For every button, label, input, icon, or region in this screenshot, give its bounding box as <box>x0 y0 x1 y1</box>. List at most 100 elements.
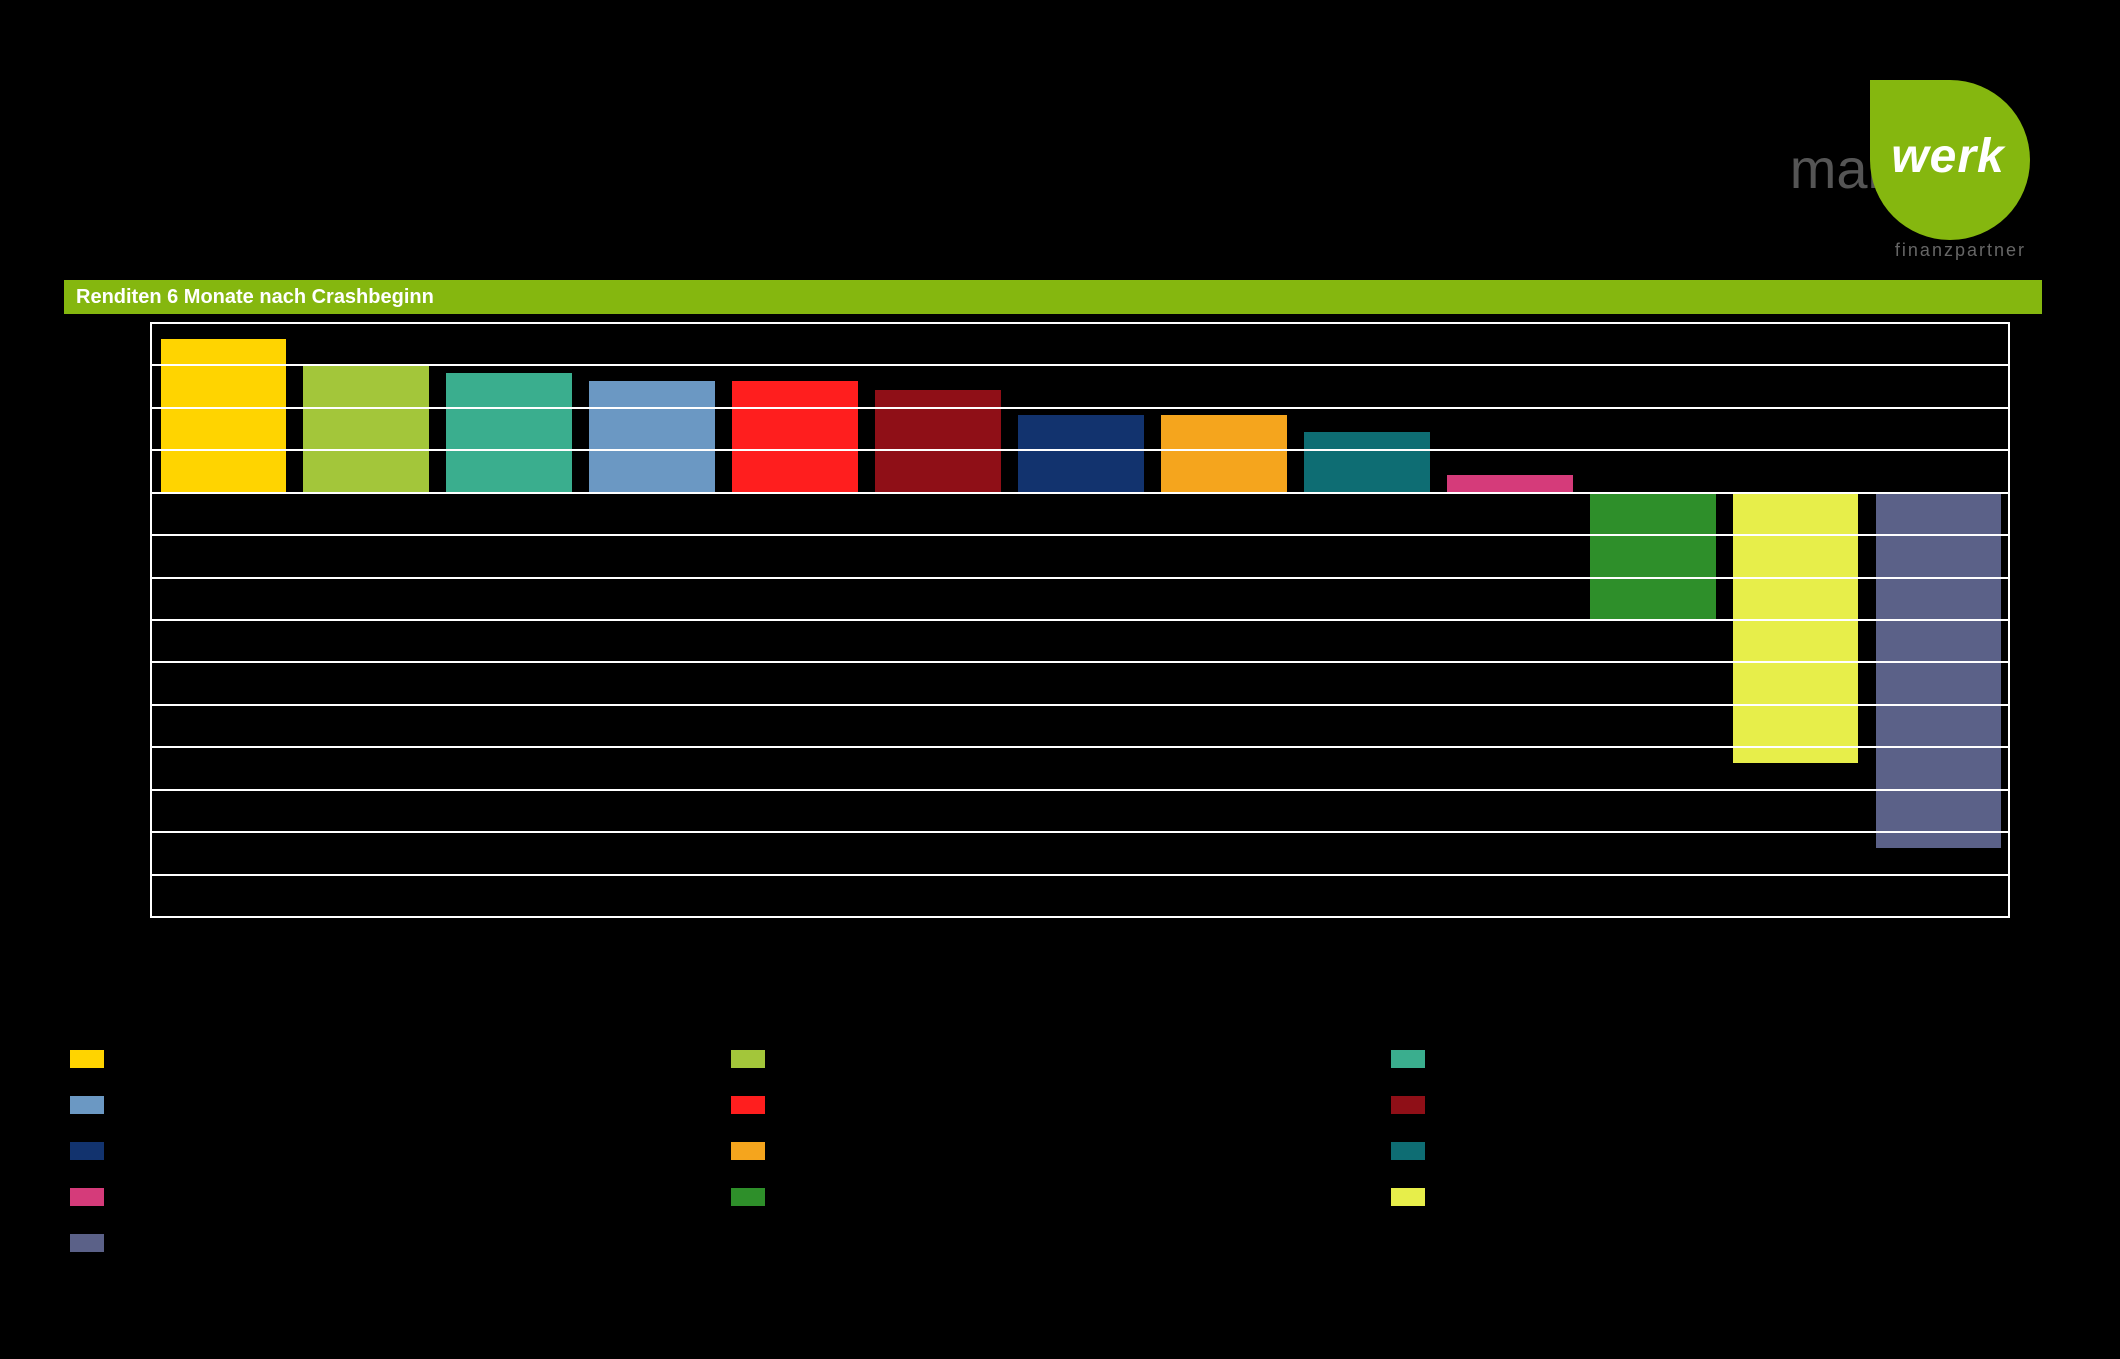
legend-item: Eisenhower Rezession <box>70 1090 715 1120</box>
bar <box>1018 415 1144 491</box>
bar-value-label: 15% <box>352 345 380 361</box>
bar-value-label: 12% <box>924 371 952 387</box>
gridline <box>152 322 2010 324</box>
y-tick-label: -50% <box>105 907 142 925</box>
gridline <box>152 704 2010 706</box>
legend-swatch <box>1391 1096 1425 1114</box>
bar-value-label: 9% <box>1071 396 1091 412</box>
gridline <box>152 449 2010 451</box>
legend-item: Rezession 1957 <box>70 1182 715 1212</box>
gridline <box>152 789 2010 791</box>
legend-label: Zinsschock 1966 <box>775 1142 895 1160</box>
logo-subtitle: finanzpartner <box>1895 240 2026 261</box>
bar-value-label: 2% <box>1500 456 1520 472</box>
gridline <box>152 831 2010 833</box>
bar <box>589 381 715 491</box>
y-tick-label: -25% <box>105 695 142 713</box>
gridline <box>152 534 2010 536</box>
legend-label: Black Monday 1987 <box>775 1050 916 1068</box>
legend-item: Black Monday 1987 <box>731 1044 1376 1074</box>
bar <box>1733 492 1859 764</box>
y-tick-label: -30% <box>105 737 142 755</box>
legend-swatch <box>70 1096 104 1114</box>
bar-value-label: -42% <box>1922 851 1955 867</box>
plot-area: 18%15%14%13%13%12%9%9%7%2%-15%-32%-42% 2… <box>150 322 2010 918</box>
legend-label: Gründerkrise <box>114 1142 206 1160</box>
y-tick-label: 20% <box>110 313 142 331</box>
logo-leaf: werk <box>1870 80 2030 240</box>
bar <box>1876 492 2002 848</box>
gridline <box>152 916 2010 918</box>
legend-item: Asienkrise 1998 <box>731 1090 1376 1120</box>
bar <box>875 390 1001 492</box>
bar-chart: 18%15%14%13%13%12%9%9%7%2%-15%-32%-42% 2… <box>80 322 2010 958</box>
legend-swatch <box>1391 1050 1425 1068</box>
legend-swatch <box>70 1188 104 1206</box>
bar-value-label: -15% <box>1636 622 1669 638</box>
gridline <box>152 874 2010 876</box>
y-tick-label: -45% <box>105 865 142 883</box>
bar <box>732 381 858 491</box>
legend-label: 1. Ölkrise 1974 <box>775 1188 883 1206</box>
legend-label: Platzen der Dot-com Blase 2001 <box>114 1234 344 1252</box>
y-tick-label: 10% <box>110 398 142 416</box>
page: mai werk finanzpartner Renditen 6 Monate… <box>0 0 2120 1359</box>
legend-label: Eisenhower Rezession <box>114 1096 277 1114</box>
legend-label: 02. Weltkrieg <box>114 1050 207 1068</box>
gridline <box>152 619 2010 621</box>
brand-logo: mai werk finanzpartner <box>1770 80 2030 260</box>
legend-label: Rezession 1957 <box>114 1188 229 1206</box>
bar <box>446 373 572 492</box>
legend-item: 02. Weltkrieg <box>70 1044 715 1074</box>
legend-item: Platzen der Dot-com Blase 2001 <box>70 1228 715 1258</box>
legend-label: Asienkrise 1998 <box>775 1096 889 1114</box>
gridline <box>152 492 2010 494</box>
legend-swatch <box>70 1050 104 1068</box>
bar-value-label: 9% <box>1214 396 1234 412</box>
legend-label: Tequila Krise 1994 <box>1435 1050 1567 1068</box>
y-tick-label: -10% <box>105 568 142 586</box>
y-tick-label: 5% <box>119 440 142 458</box>
y-tick-label: 0% <box>119 483 142 501</box>
y-tick-label: -15% <box>105 610 142 628</box>
bar <box>1304 432 1430 491</box>
legend-item: 1. Ölkrise 1974 <box>731 1182 1376 1212</box>
gridline <box>152 746 2010 748</box>
legend-item: Tequila Krise 1994 <box>1391 1044 2036 1074</box>
legend-swatch <box>70 1234 104 1252</box>
bar <box>1590 492 1716 619</box>
y-tick-label: -5% <box>114 525 142 543</box>
y-tick-label: -20% <box>105 652 142 670</box>
logo-text-mai: mai <box>1790 136 1880 201</box>
logo-text-werk: werk <box>1891 129 2004 184</box>
legend-swatch <box>731 1096 765 1114</box>
legend-label: Finanzkrise 2008 <box>1435 1188 1557 1206</box>
legend-item: Finanzkrise 2008 <box>1391 1182 2036 1212</box>
legend-item: Ölkrise 1990 <box>1391 1090 2036 1120</box>
gridline <box>152 407 2010 409</box>
bar <box>1447 475 1573 492</box>
legend-item: Zinsschock 1966 <box>731 1136 1376 1166</box>
legend: 02. Weltkrieg Black Monday 1987 Tequila Kr… <box>64 1036 2042 1266</box>
y-tick-label: -40% <box>105 822 142 840</box>
bar <box>303 364 429 491</box>
legend-swatch <box>70 1142 104 1160</box>
legend-item: Hausse 69 <box>1391 1136 2036 1166</box>
legend-label: Hausse 69 <box>1435 1142 1512 1160</box>
legend-swatch <box>731 1142 765 1160</box>
legend-swatch <box>1391 1142 1425 1160</box>
bar-value-label: -32% <box>1779 766 1812 782</box>
bar <box>1161 415 1287 491</box>
y-tick-label: 15% <box>110 355 142 373</box>
legend-swatch <box>1391 1188 1425 1206</box>
bar-value-label: 14% <box>495 354 523 370</box>
legend-swatch <box>731 1188 765 1206</box>
legend-swatch <box>731 1050 765 1068</box>
chart-title: Renditen 6 Monate nach Crashbeginn <box>76 286 434 309</box>
y-tick-label: -35% <box>105 780 142 798</box>
gridline <box>152 661 2010 663</box>
bar-value-label: 7% <box>1357 413 1377 429</box>
legend-label: Ölkrise 1990 <box>1435 1096 1525 1114</box>
bar <box>161 339 287 492</box>
chart-title-bar: Renditen 6 Monate nach Crashbeginn <box>64 280 2042 314</box>
